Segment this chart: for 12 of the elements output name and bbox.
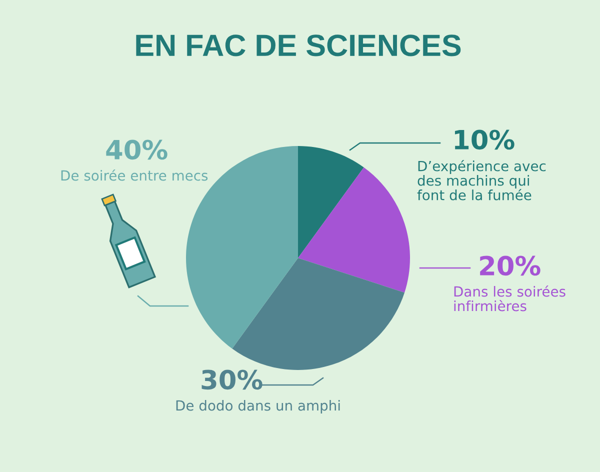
slice-label: Dans les soirées infirmières bbox=[454, 285, 566, 312]
pie-slice bbox=[232, 258, 405, 370]
pie-slice bbox=[298, 146, 364, 258]
data-label: 20% bbox=[480, 256, 540, 276]
data-label: 10% bbox=[454, 130, 514, 150]
data-label: 30% bbox=[202, 370, 262, 390]
pie-slice bbox=[298, 167, 410, 293]
slice-label: D’expérience avec des machins qui font de la fumée bbox=[417, 160, 546, 200]
data-label: 40% bbox=[106, 140, 168, 160]
slice-label: De soirée entre mecs bbox=[61, 169, 208, 181]
slice-label: De dodo dans un amphi bbox=[176, 400, 340, 414]
chart-title: EN FAC DE SCIENCES bbox=[136, 34, 461, 56]
